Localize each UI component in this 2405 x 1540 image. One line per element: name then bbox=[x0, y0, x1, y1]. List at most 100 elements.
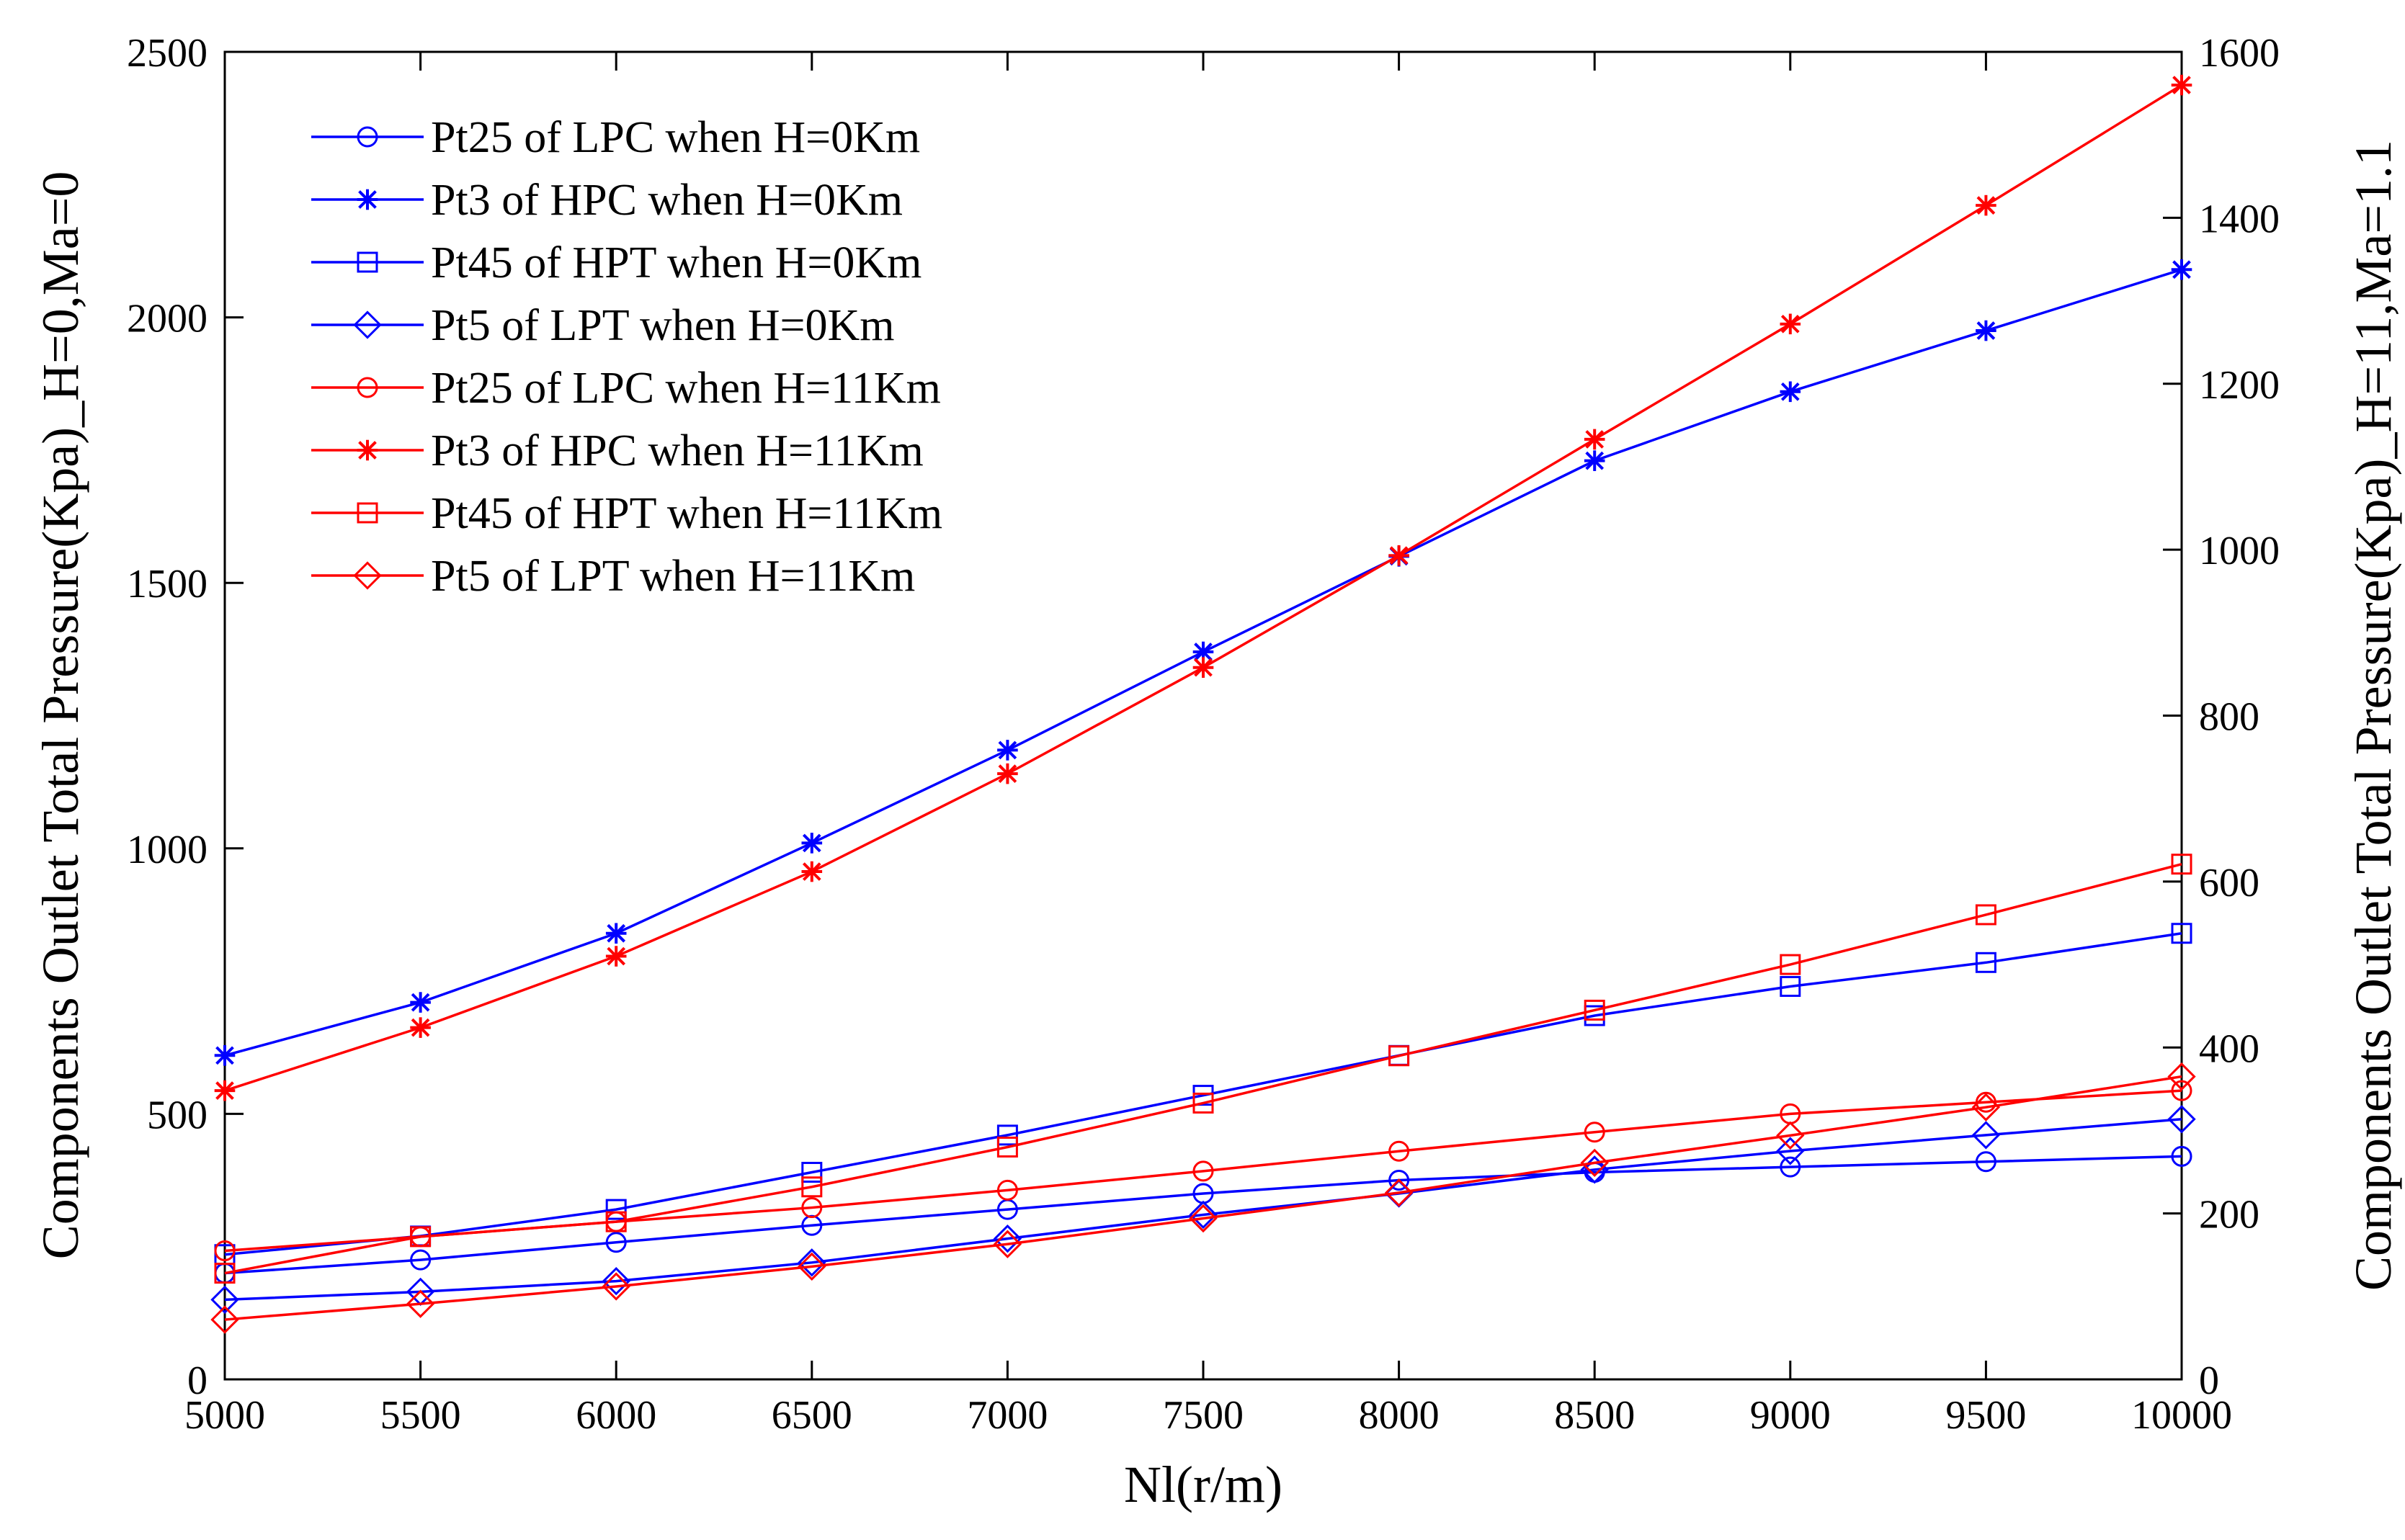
data-point bbox=[1780, 1156, 1801, 1178]
legend-marker bbox=[357, 439, 378, 461]
data-point bbox=[410, 992, 431, 1013]
series-line bbox=[224, 932, 2182, 1256]
data-point bbox=[801, 861, 823, 882]
data-point bbox=[605, 923, 627, 944]
series-2 bbox=[214, 259, 2192, 1066]
legend-item: Pt3 of HPC when H=0Km bbox=[311, 176, 903, 225]
legend-item: Pt45 of HPT when H=11Km bbox=[311, 489, 942, 538]
data-point bbox=[2167, 1062, 2196, 1091]
y-tick-label-right: 0 bbox=[2199, 1358, 2219, 1403]
data-point bbox=[1388, 545, 1409, 566]
data-point bbox=[605, 1199, 627, 1220]
ticks: 5000 5500 6000 6500 7000 7500 8000 8500 9000 9500… bbox=[127, 31, 2280, 1438]
data-point bbox=[996, 1124, 1018, 1146]
data-point bbox=[2167, 1105, 2196, 1134]
legend-marker bbox=[353, 310, 382, 339]
x-tick-label: 6000 bbox=[576, 1393, 656, 1438]
legend-label: Pt3 of HPC when H=11Km bbox=[431, 426, 924, 475]
data-point bbox=[1580, 1155, 1609, 1184]
data-point bbox=[1384, 1178, 1414, 1207]
legend-marker bbox=[357, 126, 378, 148]
data-point bbox=[214, 1045, 236, 1066]
series-6 bbox=[214, 74, 2192, 1101]
legend-marker bbox=[357, 502, 378, 524]
x-axis-label: Nl(r/m) bbox=[1124, 1456, 1282, 1513]
data-point bbox=[1971, 1121, 2001, 1150]
data-point bbox=[1975, 1151, 1996, 1173]
x-tick-label: 7500 bbox=[1163, 1393, 1244, 1438]
data-point bbox=[1780, 313, 1801, 335]
data-point bbox=[2171, 854, 2192, 875]
legend-label: Pt5 of LPT when H=11Km bbox=[431, 552, 915, 601]
series-4 bbox=[210, 1105, 2196, 1315]
y-tick-label-right: 1400 bbox=[2199, 197, 2280, 241]
plot-area bbox=[223, 50, 2183, 1381]
data-point bbox=[1976, 194, 1996, 216]
data-point bbox=[997, 763, 1018, 784]
data-point bbox=[1580, 1148, 1609, 1178]
legend-item: Pt45 of HPT when H=0Km bbox=[311, 238, 922, 287]
y-tick-label-left: 2000 bbox=[127, 297, 208, 341]
y-tick-label-right: 400 bbox=[2199, 1026, 2259, 1071]
y-tick-label-right: 800 bbox=[2199, 695, 2259, 740]
data-point bbox=[210, 1305, 239, 1334]
data-point bbox=[1388, 1045, 1410, 1067]
data-point bbox=[798, 1252, 826, 1281]
y-tick-label-left: 2500 bbox=[127, 31, 208, 76]
data-point bbox=[410, 1226, 432, 1248]
x-tick-label: 9500 bbox=[1945, 1393, 2026, 1438]
data-point bbox=[993, 1224, 1022, 1253]
series-layer bbox=[210, 74, 2196, 1334]
y-tick-label-right: 600 bbox=[2199, 861, 2259, 905]
data-point bbox=[2171, 1080, 2192, 1101]
y-tick-label-right: 1200 bbox=[2199, 363, 2280, 408]
legend-item: Pt3 of HPC when H=11Km bbox=[311, 426, 924, 475]
series-7 bbox=[214, 854, 2192, 1284]
legend-label: Pt25 of LPC when H=11Km bbox=[431, 364, 941, 413]
data-point bbox=[2171, 259, 2192, 280]
data-point bbox=[1388, 1140, 1410, 1162]
legend-label: Pt3 of HPC when H=0Km bbox=[431, 176, 903, 225]
series-line bbox=[224, 1075, 2182, 1321]
data-point bbox=[1780, 381, 1801, 403]
legend-marker bbox=[357, 189, 378, 210]
data-point bbox=[214, 1263, 236, 1284]
legend-marker bbox=[357, 377, 378, 398]
data-point bbox=[1780, 954, 1801, 975]
y-tick-label-left: 500 bbox=[147, 1093, 208, 1137]
data-point bbox=[410, 1017, 431, 1038]
legend-label: Pt45 of HPT when H=0Km bbox=[431, 238, 922, 287]
legend-item: Pt5 of LPT when H=11Km bbox=[311, 552, 915, 601]
data-point bbox=[1780, 975, 1801, 997]
data-point bbox=[1584, 999, 1605, 1021]
legend-label: Pt45 of HPT when H=11Km bbox=[431, 489, 942, 538]
data-point bbox=[801, 833, 823, 854]
x-tick-label: 7000 bbox=[967, 1393, 1048, 1438]
data-point bbox=[1192, 657, 1214, 678]
y-tick-label-left: 0 bbox=[187, 1358, 208, 1403]
data-point bbox=[1192, 641, 1214, 663]
legend-item: Pt25 of LPC when H=11Km bbox=[311, 364, 941, 413]
x-tick-label: 9000 bbox=[1750, 1393, 1831, 1438]
y-tick-label-right: 1000 bbox=[2199, 529, 2280, 573]
data-point bbox=[1975, 1091, 1996, 1113]
data-point bbox=[1189, 1200, 1218, 1230]
data-point bbox=[997, 740, 1018, 761]
series-line bbox=[224, 1118, 2182, 1302]
data-point bbox=[1975, 904, 1996, 926]
x-tick-label: 8500 bbox=[1554, 1393, 1635, 1438]
data-point bbox=[996, 1179, 1018, 1201]
data-point bbox=[2171, 74, 2192, 96]
y-tick-label-left: 1500 bbox=[127, 562, 208, 606]
data-point bbox=[1776, 1121, 1805, 1150]
data-point bbox=[1192, 1160, 1214, 1182]
data-point bbox=[2171, 923, 2192, 944]
legend-label: Pt5 of LPT when H=0Km bbox=[431, 301, 895, 350]
data-point bbox=[996, 1136, 1018, 1158]
legend-marker bbox=[357, 251, 378, 273]
data-point bbox=[605, 1232, 627, 1253]
series-1 bbox=[214, 1145, 2192, 1284]
data-point bbox=[798, 1248, 826, 1277]
y-axis-label-left: Components Outlet Total Pressure(Kpa)_H=… bbox=[32, 171, 89, 1260]
